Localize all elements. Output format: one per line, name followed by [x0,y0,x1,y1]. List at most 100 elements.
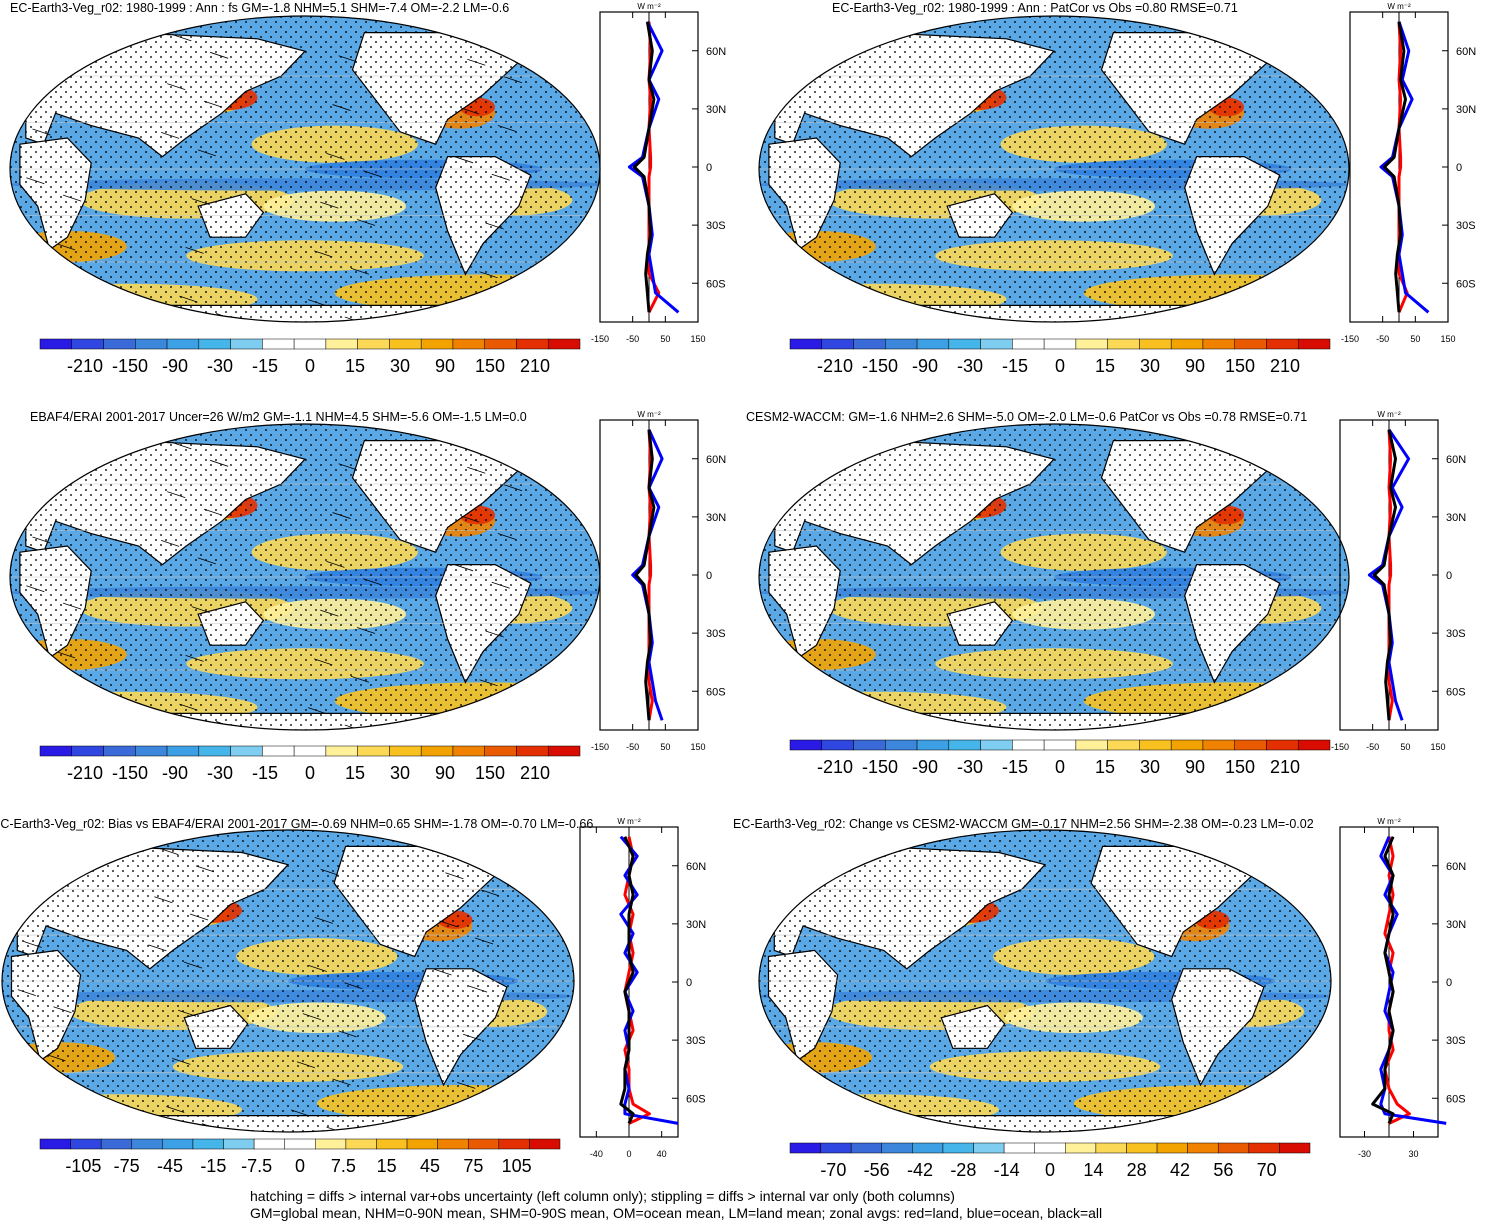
x-tick-label: -150 [591,334,609,344]
hatching [491,173,510,181]
hatching [29,892,48,900]
hatching [497,125,517,132]
colorbar-label: 150 [475,356,505,376]
hatching [53,1006,72,1014]
colorbar-label: -15 [200,1156,226,1176]
colorbar-swatch [820,1142,852,1154]
colorbar-swatch [357,745,390,757]
colorbar-swatch [230,745,263,757]
colorbar-label: -15 [252,356,278,376]
hatching [35,844,54,852]
hatching [457,1082,476,1089]
hatching [2,830,19,835]
colorbar-label: -15 [1002,757,1028,777]
hatching [167,491,186,499]
x-tick-label: 150 [1430,742,1445,752]
x-tick-label: 150 [690,334,705,344]
x-tick-label: 50 [1410,334,1420,344]
hatching [38,487,57,495]
colorbar-swatch [529,1138,561,1150]
colorbar-label: -150 [112,763,148,783]
lat-label: 30N [686,919,706,931]
panel-title: CESM2-WACCM: GM=-1.6 NHM=2.6 SHM=-5.0 OM… [746,410,1308,424]
colorbar-label: 30 [390,356,410,376]
colorbar-swatch [166,338,200,350]
colorbar-label: -30 [957,356,983,376]
colorbar-swatch [980,739,1013,751]
colorbar-swatch [1297,739,1331,751]
colorbar-label: 28 [1127,1160,1147,1180]
colorbar-swatch [166,745,200,757]
hatching [197,149,216,157]
hatching [350,675,370,683]
colorbar-swatch [389,338,422,350]
hatching [363,170,382,178]
colorbar-label: -14 [994,1160,1020,1180]
colorbar: -210 -150 -90 -30 -15 0 15 30 90 150 210 [39,745,581,783]
colorbar-label: -210 [817,356,853,376]
colorbar-label: -90 [912,356,938,376]
lat-label: 30N [1456,104,1476,116]
colorbar-swatch [293,338,327,350]
colorbar-swatch [452,338,485,350]
colorbar-swatch [262,338,295,350]
colorbar-label: -150 [112,356,148,376]
zonal-units: W m⁻² [617,817,641,826]
zonal-ocean-line [1379,836,1447,1125]
hatching [320,609,339,617]
world-map [758,423,1350,731]
hatching [173,442,192,450]
world-map [758,15,1350,323]
hatching [209,459,229,467]
colorbar-swatch [516,338,549,350]
hatching [461,107,480,115]
hatching [290,1109,310,1117]
zonal-units: W m⁻² [1377,817,1401,826]
colorbar-swatch [420,338,454,350]
colorbar-swatch [1266,739,1299,751]
colorbar-swatch [547,338,581,350]
x-tick-label: -150 [591,742,609,752]
colorbar-swatch [1075,338,1108,350]
colorbar-label: -45 [157,1156,183,1176]
hatching [479,271,498,279]
lat-label: 0 [706,162,712,174]
colorbar-swatch [198,338,231,350]
x-tick-label: 30 [1408,1149,1418,1159]
zonal-land-line [1397,21,1409,313]
colorbar-swatch [293,745,327,757]
colorbar-swatch [789,739,823,751]
lat-label: 60N [706,454,726,466]
colorbar-swatch [262,745,295,757]
hatching [50,700,69,708]
colorbar-swatch [916,338,950,350]
lat-label: 30S [706,220,726,232]
hatching [47,1054,66,1062]
colorbar-swatch [192,1138,224,1150]
x-tick-label: -50 [626,334,639,344]
lat-label: 30S [1446,1035,1466,1047]
colorbar-swatch [1156,1142,1188,1154]
colorbar-swatch [484,745,517,757]
world-map [9,423,601,731]
colorbar-label: 7.5 [331,1156,356,1176]
colorbar-swatch [885,338,918,350]
hatching [491,581,510,589]
colorbar-label: -210 [67,763,103,783]
colorbar-label: 30 [1140,356,1160,376]
hatching [191,606,210,613]
hatching [439,920,458,928]
x-tick-label: -50 [1366,742,1379,752]
hatching [197,557,216,565]
colorbar-swatch [973,1142,1005,1154]
hatching [510,27,529,35]
colorbar-label: -15 [1002,356,1028,376]
colorbar-swatch [1012,338,1045,350]
colorbar-label: -105 [65,1156,101,1176]
colorbar-label: 0 [305,356,315,376]
colorbar-swatch [881,1142,913,1154]
hatching [203,508,223,516]
colorbar-swatch [357,338,390,350]
colorbar-label: -30 [207,763,233,783]
colorbar-swatch [1234,338,1267,350]
